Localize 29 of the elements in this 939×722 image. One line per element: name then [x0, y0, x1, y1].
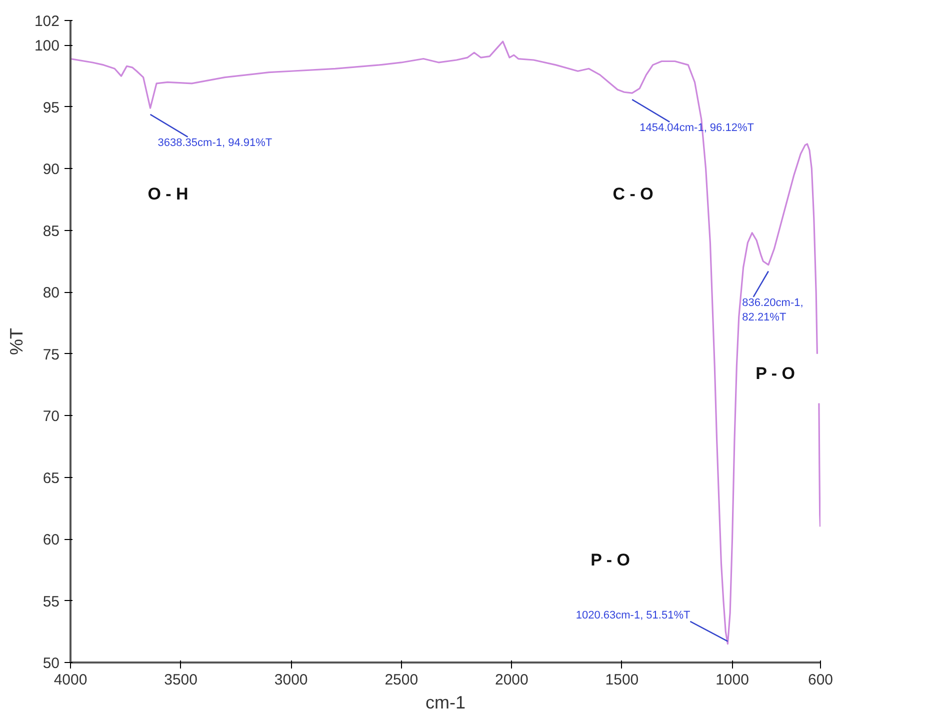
y-tick-label: 102	[34, 13, 60, 30]
y-tick-label: 70	[42, 408, 60, 426]
x-tick-label: 4000	[54, 672, 88, 688]
x-tick-label: 2500	[384, 672, 418, 688]
y-tick-label: 55	[42, 593, 60, 610]
y-tick-label: 95	[42, 99, 60, 116]
x-axis-title: cm-1	[426, 692, 466, 712]
annotation: P - O	[590, 550, 630, 570]
annotation: P - O	[756, 364, 796, 384]
y-tick-label: 50	[42, 655, 60, 672]
x-tick-label: 1000	[716, 672, 749, 688]
annotation: 1020.63cm-1, 51.51%T	[576, 609, 690, 622]
y-tick-label: 100	[34, 38, 60, 55]
annotation: C - O	[612, 184, 654, 204]
x-tick-label: 1500	[605, 672, 639, 688]
x-tick-label: 600	[808, 672, 834, 688]
x-tick-label: 3500	[164, 672, 198, 688]
y-tick-label: 75	[42, 346, 60, 364]
y-axis-title: %T	[6, 328, 26, 355]
annotation: O - H	[148, 184, 188, 204]
y-tick-label: 65	[42, 470, 60, 487]
y-tick-label: 85	[42, 222, 60, 240]
annotation: 836.20cm-1, 82.21%T	[742, 296, 804, 324]
x-tick-label: 3000	[274, 672, 308, 688]
y-tick-label: 60	[42, 532, 60, 549]
x-tick-label: 2000	[494, 672, 528, 688]
y-tick-label: 90	[42, 161, 60, 178]
y-tick-label: 80	[42, 284, 60, 302]
annotation: 3638.35cm-1, 94.91%T	[158, 136, 272, 149]
